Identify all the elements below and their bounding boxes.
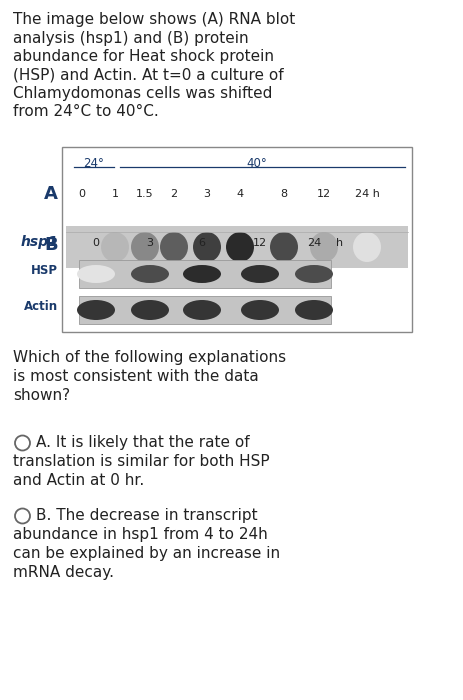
Ellipse shape (77, 300, 115, 320)
Bar (79, 260, 330, 288)
Text: from 24°C to 40°C.: from 24°C to 40°C. (13, 104, 158, 120)
Text: is most consistent with the data: is most consistent with the data (13, 369, 258, 384)
Text: 2: 2 (170, 189, 177, 199)
Text: The image below shows (A) RNA blot: The image below shows (A) RNA blot (13, 12, 294, 27)
Text: h: h (336, 238, 343, 248)
Ellipse shape (225, 232, 253, 262)
Ellipse shape (193, 232, 220, 262)
Ellipse shape (101, 232, 129, 262)
Bar (66, 226, 407, 268)
Text: 40°: 40° (246, 157, 267, 170)
Text: abundance in hsp1 from 4 to 24h: abundance in hsp1 from 4 to 24h (13, 527, 267, 542)
Text: translation is similar for both HSP: translation is similar for both HSP (13, 454, 269, 469)
Text: 12: 12 (252, 238, 267, 248)
Ellipse shape (131, 232, 159, 262)
Text: Which of the following explanations: Which of the following explanations (13, 350, 286, 365)
Text: 1: 1 (111, 189, 118, 199)
Text: 12: 12 (316, 189, 330, 199)
Text: shown?: shown? (13, 388, 70, 403)
Ellipse shape (294, 300, 332, 320)
Text: 0: 0 (78, 189, 85, 199)
Text: Chlamydomonas cells was shifted: Chlamydomonas cells was shifted (13, 86, 272, 101)
Text: 1.5: 1.5 (136, 189, 153, 199)
Ellipse shape (240, 265, 278, 283)
Ellipse shape (131, 300, 169, 320)
Text: analysis (hsp1) and (B) protein: analysis (hsp1) and (B) protein (13, 31, 248, 46)
Ellipse shape (182, 265, 220, 283)
Ellipse shape (309, 232, 337, 262)
Text: mRNA decay.: mRNA decay. (13, 565, 114, 580)
Text: 3: 3 (146, 238, 153, 248)
Text: B: B (44, 236, 58, 254)
Text: 24°: 24° (83, 157, 104, 170)
Bar (62, 147, 411, 332)
Ellipse shape (160, 232, 188, 262)
Text: 3: 3 (203, 189, 210, 199)
Text: hsp1: hsp1 (20, 235, 58, 249)
Text: can be explained by an increase in: can be explained by an increase in (13, 546, 280, 561)
Ellipse shape (131, 265, 169, 283)
Ellipse shape (182, 300, 220, 320)
Text: 6: 6 (198, 238, 205, 248)
Ellipse shape (352, 232, 380, 262)
Text: HSP: HSP (31, 263, 58, 276)
Ellipse shape (269, 232, 297, 262)
Text: 4: 4 (236, 189, 243, 199)
Text: abundance for Heat shock protein: abundance for Heat shock protein (13, 49, 274, 64)
Text: 24 h: 24 h (354, 189, 379, 199)
Ellipse shape (77, 265, 115, 283)
Ellipse shape (240, 300, 278, 320)
Text: A: A (44, 185, 58, 203)
Ellipse shape (294, 265, 332, 283)
Text: A. It is likely that the rate of: A. It is likely that the rate of (36, 435, 249, 450)
Text: and Actin at 0 hr.: and Actin at 0 hr. (13, 473, 144, 488)
Text: 8: 8 (280, 189, 287, 199)
Text: 0: 0 (92, 238, 99, 248)
Text: 24: 24 (306, 238, 320, 248)
Bar (79, 296, 330, 324)
Text: Actin: Actin (24, 300, 58, 312)
Text: (HSP) and Actin. At t=0 a culture of: (HSP) and Actin. At t=0 a culture of (13, 67, 283, 83)
Text: B. The decrease in transcript: B. The decrease in transcript (36, 508, 257, 523)
